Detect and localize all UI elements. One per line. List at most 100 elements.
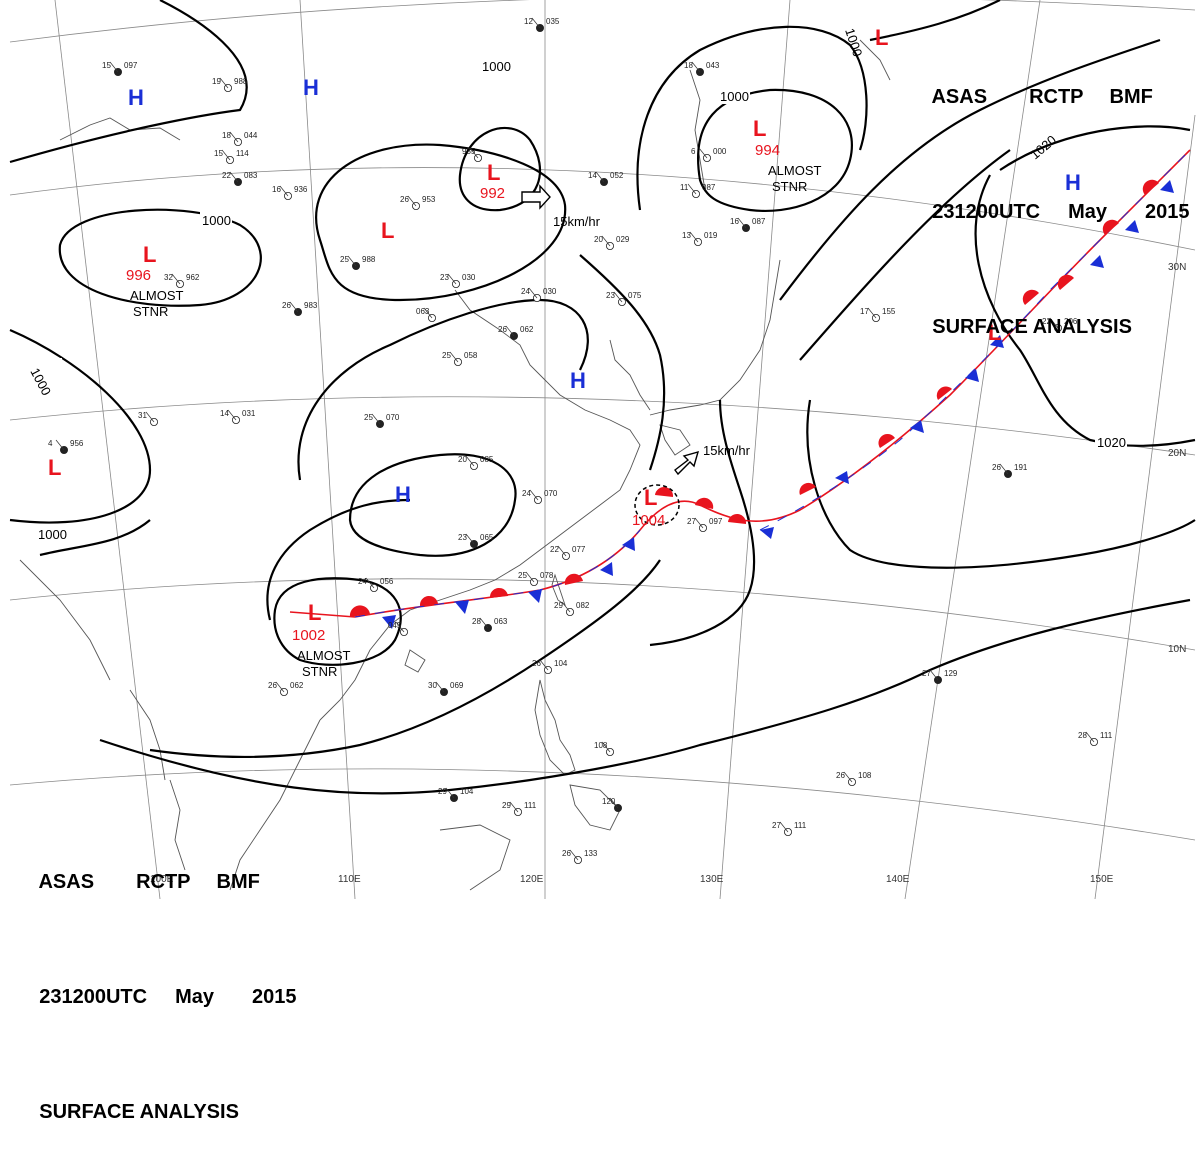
header-agency: ASAS bbox=[38, 871, 95, 893]
station-temperature: 31 bbox=[138, 411, 147, 420]
station-plot: 26 191 bbox=[992, 463, 1028, 478]
isobar-northeast-lines-2 bbox=[779, 38, 1161, 301]
coast-bay bbox=[129, 689, 166, 781]
wind-barb bbox=[687, 183, 697, 195]
station-pressure: 104 bbox=[554, 659, 568, 668]
isobar-pacific-2 bbox=[806, 399, 1196, 569]
station-plot: 120 bbox=[602, 797, 623, 813]
wind-barb bbox=[999, 463, 1009, 475]
low-center-marker: L bbox=[644, 485, 657, 510]
station-plot: 108 bbox=[594, 741, 615, 757]
station-plot: 27 097 bbox=[687, 517, 723, 533]
station-pressure: 043 bbox=[706, 61, 720, 70]
isobar-label: 1000 bbox=[202, 213, 231, 228]
isobar-west-big bbox=[9, 328, 152, 524]
header-station: RCTP bbox=[136, 871, 191, 893]
station-temperature: 22 bbox=[222, 171, 231, 180]
station-plot: 23 030 bbox=[440, 273, 476, 288]
station-pressure: 070 bbox=[386, 413, 400, 422]
system-note: STNR bbox=[302, 664, 337, 679]
meridian-140e bbox=[904, 0, 1041, 899]
station-plot: 29 082 bbox=[554, 601, 590, 617]
station-temperature: 15 bbox=[214, 149, 223, 158]
high-center-marker: H bbox=[1065, 170, 1081, 195]
wind-barb bbox=[279, 185, 289, 197]
station-pressure: 936 bbox=[294, 185, 308, 194]
high-center-marker: H bbox=[128, 85, 144, 110]
wind-barb bbox=[561, 601, 571, 613]
isobars bbox=[9, 0, 1196, 795]
station-temperature: 26 bbox=[400, 195, 409, 204]
coast-hainan bbox=[404, 649, 426, 673]
station-temperature: 25 bbox=[518, 571, 527, 580]
pressure-systems: L 996 ALMOST STNR L L 992 15km/hr L 994 … bbox=[48, 25, 1081, 679]
station-plot: 27 111 bbox=[772, 821, 807, 837]
wind-barb bbox=[365, 577, 375, 589]
grid-labels: 100E 110E 120E 130E 140E 150E 30N 20N 10… bbox=[150, 262, 1186, 885]
header-line-2: 231200UTC May 2015 bbox=[910, 178, 1189, 247]
isobar-1020-high bbox=[974, 125, 1196, 447]
station-temperature: 27 bbox=[772, 821, 781, 830]
isobar-label: 1020 bbox=[1097, 435, 1126, 450]
wind-barb bbox=[1049, 317, 1059, 329]
lat-label: 30N bbox=[1168, 262, 1186, 273]
isobar-pacific-1 bbox=[649, 399, 756, 647]
station-pressure: 097 bbox=[709, 517, 723, 526]
header-line-3: SURFACE ANALYSIS bbox=[910, 293, 1189, 362]
station-pressure: 129 bbox=[944, 669, 958, 678]
station-plot: 27 129 bbox=[922, 669, 958, 685]
system-note: ALMOST bbox=[130, 288, 184, 303]
station-plot: 26 133 bbox=[562, 849, 598, 865]
wind-barb bbox=[289, 301, 299, 313]
wind-barb bbox=[479, 617, 489, 629]
station-pressure: 133 bbox=[584, 849, 598, 858]
station-plot: 063 bbox=[416, 307, 436, 322]
station-plot: 19 988 bbox=[212, 77, 248, 93]
station-plot: 16 087 bbox=[730, 217, 766, 232]
high-center-marker: H bbox=[395, 482, 411, 507]
low-center-marker: L bbox=[381, 218, 394, 243]
station-temperature: 15 bbox=[102, 61, 111, 70]
station-plot: 24 070 bbox=[522, 489, 558, 504]
station-temperature: 28 bbox=[1078, 731, 1087, 740]
station-plot: 935 bbox=[462, 147, 482, 162]
isobar-south-outer bbox=[39, 519, 151, 557]
station-temperature: 24 bbox=[358, 577, 367, 586]
header-office: BMF bbox=[216, 871, 260, 893]
wind-barb bbox=[539, 659, 549, 671]
station-plot: 32 962 bbox=[164, 273, 200, 288]
station-plot: 14 052 bbox=[588, 171, 624, 186]
wind-barb bbox=[557, 545, 567, 557]
wind-barb bbox=[465, 533, 475, 545]
station-pressure: 953 bbox=[422, 195, 436, 204]
station-plot: 30 069 bbox=[428, 681, 464, 697]
station-plot: 29 111 bbox=[502, 801, 537, 817]
station-temperature: 063 bbox=[416, 307, 430, 316]
station-pressure: 052 bbox=[610, 171, 624, 180]
station-plot: 26 104 bbox=[532, 659, 568, 675]
parallel-10n bbox=[9, 578, 1196, 651]
motion-arrows bbox=[521, 184, 700, 476]
station-plot: 20 029 bbox=[594, 235, 630, 250]
station-pressure: 083 bbox=[244, 171, 258, 180]
station-plot: 14 031 bbox=[220, 409, 256, 424]
low-pressure-value: 994 bbox=[755, 142, 780, 159]
station-plot: 29 104 bbox=[438, 787, 474, 803]
station-plot: 18 043 bbox=[684, 61, 720, 77]
station-temperature: 16 bbox=[730, 217, 739, 226]
wind-barb bbox=[145, 411, 155, 423]
station-plot: 17 155 bbox=[860, 307, 896, 322]
coast-mindanao bbox=[569, 784, 621, 831]
station-plot: 23 065 bbox=[458, 533, 494, 549]
parallel-20n bbox=[9, 396, 1196, 456]
wind-barb bbox=[445, 787, 455, 799]
station-plot: 28 111 bbox=[1078, 731, 1113, 747]
wind-barb bbox=[465, 455, 475, 467]
high-center-marker: H bbox=[303, 75, 319, 100]
isobar-around-japan bbox=[579, 254, 666, 471]
station-plot: 25 078 bbox=[518, 571, 554, 587]
meridian-110e bbox=[299, 0, 356, 899]
station-pressure: 065 bbox=[480, 533, 494, 542]
low-center-marker: L bbox=[753, 116, 766, 141]
coast-sakhalin bbox=[689, 69, 706, 191]
